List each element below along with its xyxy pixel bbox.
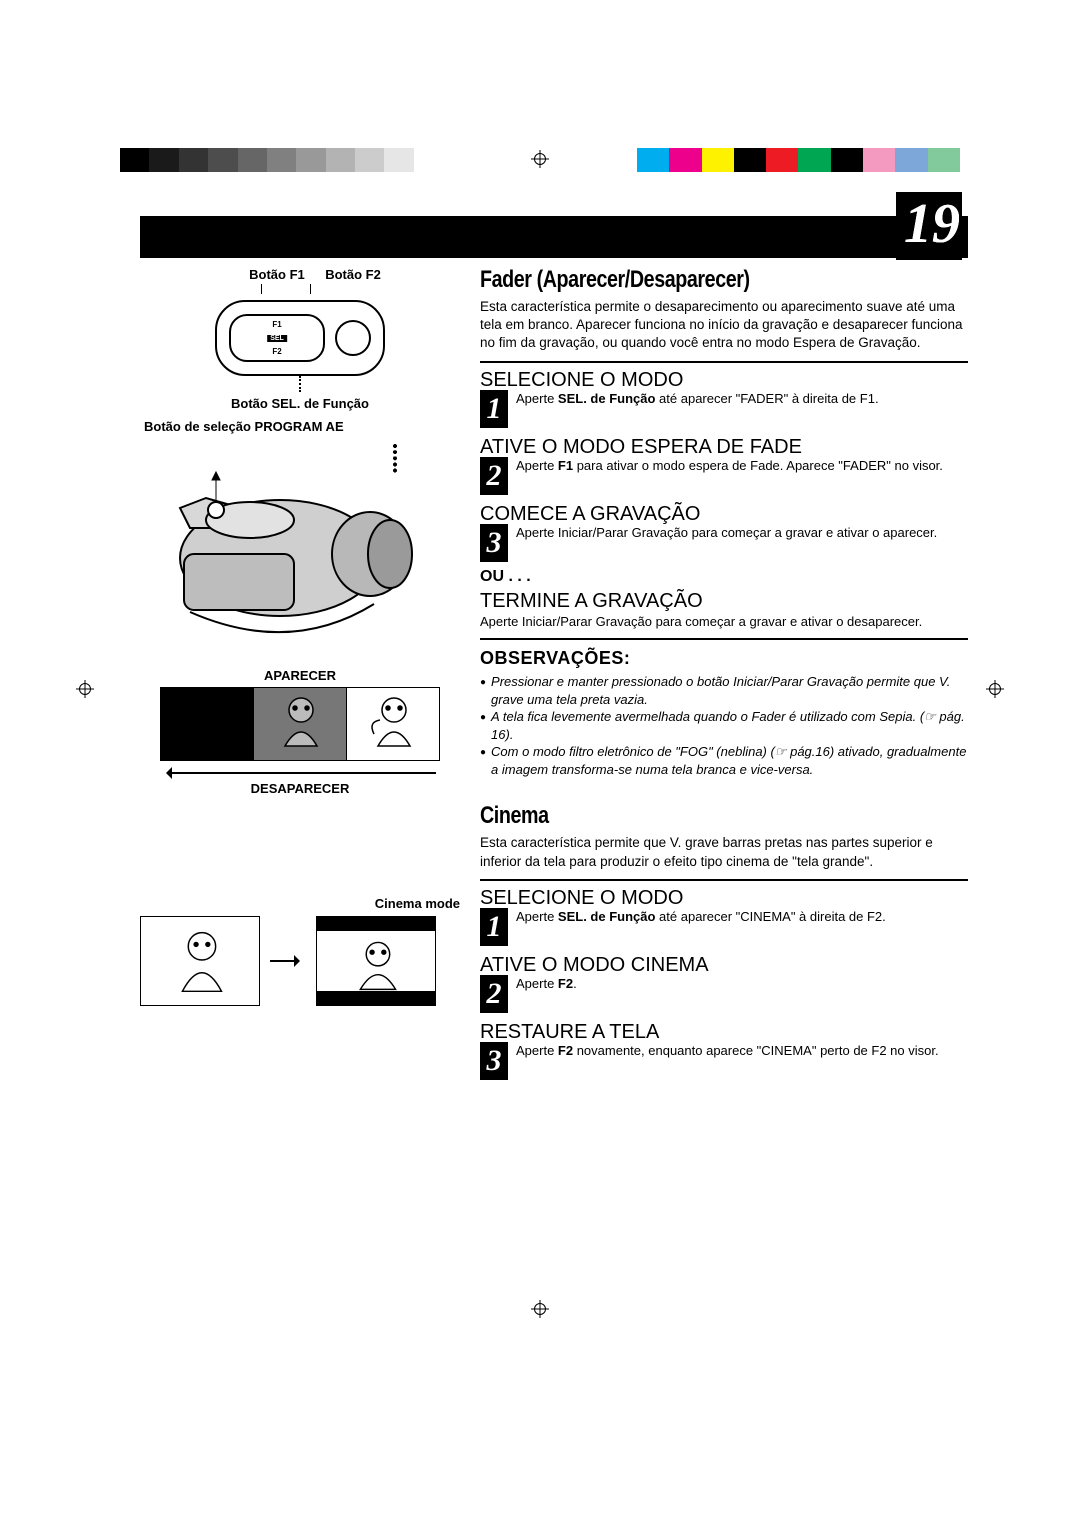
registration-mark-right: [986, 680, 1004, 698]
page-number: 19: [896, 192, 962, 260]
cinema-step3-heading: RESTAURE A TELA: [480, 1021, 968, 1044]
color-calibration-bar: [120, 148, 960, 172]
left-column: Botão F1 Botão F2 F1 SEL F2 Botão SEL. d…: [140, 266, 460, 1348]
camcorder-diagram: [160, 458, 440, 658]
cinema-step1-heading: SELECIONE O MODO: [480, 887, 968, 910]
observacoes-heading: OBSERVAÇÕES:: [480, 648, 968, 669]
desaparecer-label: DESAPARECER: [140, 781, 460, 796]
termine-desc: Aperte Iniciar/Parar Gravação para começ…: [480, 613, 968, 631]
page: 19 Botão F1 Botão F2 F1 SEL F2 Botão SEL…: [0, 0, 1080, 1528]
fader-step2-heading: ATIVE O MODO ESPERA DE FADE: [480, 436, 968, 459]
control-box-diagram: F1 SEL F2: [215, 300, 385, 376]
registration-mark-left: [76, 680, 94, 698]
fader-step-3: COMECE A GRAVAÇÃO 3 Aperte Iniciar/Parar…: [480, 503, 968, 562]
cinema-diagram: Cinema mode: [140, 916, 460, 1006]
observacoes-list: Pressionar e manter pressionado o botão …: [480, 673, 968, 778]
step-number: 3: [480, 1042, 508, 1080]
control-sel-label: SEL: [267, 335, 287, 342]
step-number: 1: [480, 908, 508, 946]
fader-step2-desc: Aperte F1 para ativar o modo espera de F…: [516, 457, 968, 475]
cinema-step2-heading: ATIVE O MODO CINEMA: [480, 954, 968, 977]
label-f2: Botão F2: [325, 267, 381, 282]
fader-step-2: ATIVE O MODO ESPERA DE FADE 2 Aperte F1 …: [480, 436, 968, 495]
sel-function-label: Botão SEL. de Função: [140, 396, 460, 411]
right-column: Fader (Aparecer/Desaparecer) Esta caract…: [480, 266, 968, 1348]
step-number: 1: [480, 390, 508, 428]
cinema-intro: Esta característica permite que V. grave…: [480, 834, 968, 870]
step-number: 2: [480, 975, 508, 1013]
fader-step1-desc: Aperte SEL. de Função até aparecer "FADE…: [516, 390, 968, 408]
arrow-left-icon: [160, 767, 440, 779]
fader-step-1: SELECIONE O MODO 1 Aperte SEL. de Função…: [480, 369, 968, 428]
fader-intro: Esta característica permite o desapareci…: [480, 298, 968, 353]
header-bar: 19: [140, 216, 968, 258]
cinema-step3-desc: Aperte F2 novamente, enquanto aparece "C…: [516, 1042, 968, 1060]
cinema-step2-desc: Aperte F2.: [516, 975, 968, 993]
step-number: 2: [480, 457, 508, 495]
obs-item: Pressionar e manter pressionado o botão …: [480, 673, 968, 708]
cinema-title: Cinema: [480, 802, 968, 830]
program-ae-label: Botão de seleção PROGRAM AE: [144, 419, 460, 434]
cinema-mode-label: Cinema mode: [375, 896, 460, 911]
fader-step3-desc: Aperte Iniciar/Parar Gravação para começ…: [516, 524, 968, 542]
cinema-step-3: RESTAURE A TELA 3 Aperte F2 novamente, e…: [480, 1021, 968, 1080]
fader-step1-heading: SELECIONE O MODO: [480, 369, 968, 392]
aparecer-label: APARECER: [140, 668, 460, 683]
obs-item: A tela fica levemente avermelhada quando…: [480, 708, 968, 743]
control-f1-label: F1: [272, 320, 281, 329]
control-f2-label: F2: [272, 347, 281, 356]
fader-title: Fader (Aparecer/Desaparecer): [480, 266, 968, 294]
cinema-frame-letterbox: [316, 916, 436, 1006]
fade-diagram: APARECER DESAPARECER: [140, 668, 460, 796]
step-number: 3: [480, 524, 508, 562]
label-f1: Botão F1: [249, 267, 305, 282]
cinema-step1-desc: Aperte SEL. de Função até aparecer "CINE…: [516, 908, 968, 926]
cinema-step-1: SELECIONE O MODO 1 Aperte SEL. de Função…: [480, 887, 968, 946]
cinema-step-2: ATIVE O MODO CINEMA 2 Aperte F2.: [480, 954, 968, 1013]
ou-label: OU . . .: [480, 568, 968, 586]
obs-item: Com o modo filtro eletrônico de "FOG" (n…: [480, 743, 968, 778]
fader-step3-heading: COMECE A GRAVAÇÃO: [480, 503, 968, 526]
termine-heading: TERMINE A GRAVAÇÃO: [480, 590, 968, 613]
cinema-frame-normal: [140, 916, 260, 1006]
arrow-right-icon: [270, 955, 306, 967]
content-area: Botão F1 Botão F2 F1 SEL F2 Botão SEL. d…: [140, 266, 968, 1348]
button-labels-row: Botão F1 Botão F2: [170, 266, 460, 284]
